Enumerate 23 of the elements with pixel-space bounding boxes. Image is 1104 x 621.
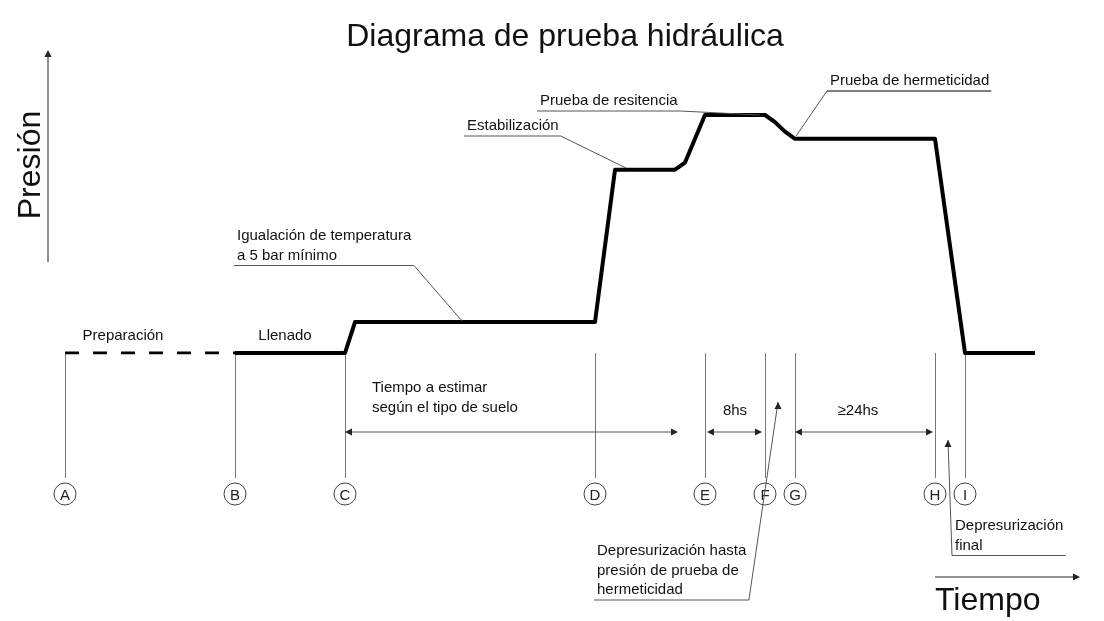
x-tick-label: B	[229, 485, 241, 503]
x-tick-label: C	[339, 485, 351, 503]
x-tick-label: F	[760, 485, 770, 503]
annotation: Preparación	[82, 326, 164, 343]
x-tick-label: E	[699, 485, 711, 503]
text: 8hs	[722, 401, 748, 418]
annotation: Igualación de temperatura a 5 bar mínimo	[237, 226, 412, 263]
x-tick-label: I	[962, 485, 968, 503]
chart-title: Diagrama de prueba hidráulica	[346, 17, 784, 53]
text: Depresurización final	[955, 516, 1064, 553]
x-tick-label: G	[789, 485, 801, 503]
text: Prueba de resitencia	[540, 91, 679, 108]
text: ≥24hs	[837, 401, 879, 418]
text: Tiempo a estimar según el tipo de suelo	[372, 378, 518, 415]
text: Prueba de hermeticidad	[830, 71, 990, 88]
x-tick-label: A	[59, 485, 71, 503]
x-axis-title: Tiempo	[935, 581, 1041, 617]
text: Depresurización hasta presión de prueba de hermeticidad	[597, 541, 747, 597]
x-tick-label: H	[929, 485, 941, 503]
annotation: Llenado	[258, 326, 312, 343]
x-tick-label: D	[589, 485, 601, 503]
annotation: Estabilización	[467, 116, 559, 133]
y-axis-title: Presión	[11, 110, 47, 220]
